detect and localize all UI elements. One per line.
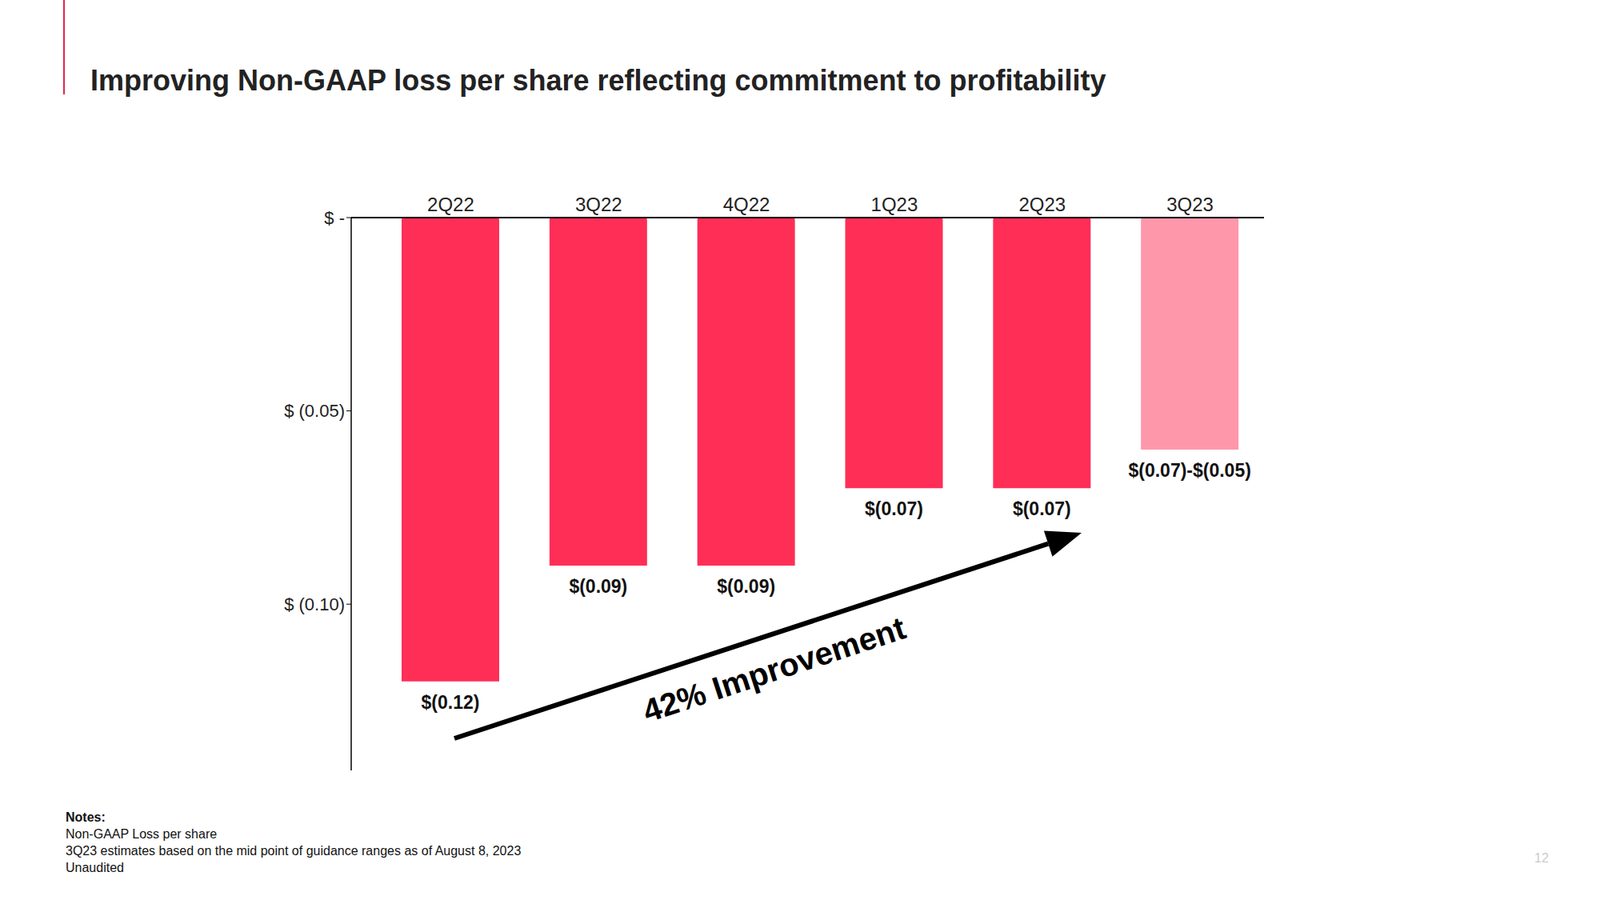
svg-text:$(0.09): $(0.09) bbox=[716, 576, 776, 597]
html-text:Improving Non-GAAP loss per sh: Improving Non-GAAP loss per share reflec… bbox=[90, 64, 1106, 97]
svg-text:$(0.07): $(0.07) bbox=[1012, 498, 1072, 520]
svg-text:4Q22: 4Q22 bbox=[723, 193, 771, 216]
svg-text:3Q22: 3Q22 bbox=[575, 193, 623, 216]
html-text:Notes:: Notes: bbox=[65, 810, 106, 824]
svg-text:2Q23: 2Q23 bbox=[1018, 193, 1066, 216]
svg-text:$ -: $ - bbox=[324, 208, 345, 228]
svg-text:2Q22: 2Q22 bbox=[427, 193, 475, 216]
html-text:12: 12 bbox=[1534, 851, 1549, 865]
svg-text:$(0.09): $(0.09) bbox=[568, 576, 628, 597]
svg-text:$(0.12): $(0.12) bbox=[421, 692, 480, 713]
svg-text:42% Improvement: 42% Improvement bbox=[638, 609, 910, 728]
svg-text:$ (0.10): $ (0.10) bbox=[284, 594, 345, 615]
svg-text:1Q23: 1Q23 bbox=[871, 193, 919, 216]
svg-text:3Q23: 3Q23 bbox=[1166, 193, 1214, 216]
html-text:Non-GAAP Loss per share: Non-GAAP Loss per share bbox=[65, 827, 217, 841]
svg-text:$(0.07): $(0.07) bbox=[864, 498, 924, 520]
html-text:Unaudited: Unaudited bbox=[65, 860, 124, 875]
svg-text:$ (0.05): $ (0.05) bbox=[284, 400, 345, 421]
html-text:3Q23 estimates based on the mi: 3Q23 estimates based on the mid point of… bbox=[65, 844, 522, 858]
svg-text:$(0.07)-$(0.05): $(0.07)-$(0.05) bbox=[1128, 460, 1251, 481]
